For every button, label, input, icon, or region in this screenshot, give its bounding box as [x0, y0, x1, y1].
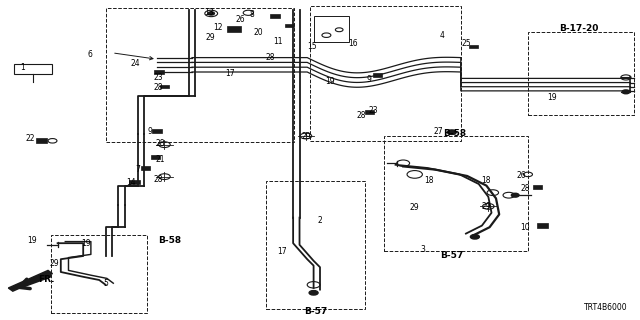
Text: 19: 19 [81, 239, 92, 248]
Text: 17: 17 [225, 69, 236, 78]
Bar [51, 235, 147, 313]
Text: 19: 19 [325, 77, 335, 86]
Circle shape [208, 12, 214, 15]
Text: FR.: FR. [38, 275, 55, 284]
Bar [528, 32, 634, 115]
Text: 12: 12 [213, 23, 222, 32]
Text: 23: 23 [154, 73, 164, 82]
Text: 16: 16 [348, 39, 358, 48]
Text: 1: 1 [20, 63, 26, 72]
Text: 19: 19 [27, 236, 37, 245]
Text: 9: 9 [148, 127, 153, 136]
Bar [154, 70, 164, 74]
Text: 5: 5 [103, 279, 108, 288]
Text: 7: 7 [135, 165, 140, 174]
Bar [106, 8, 294, 142]
Text: 19: 19 [547, 93, 557, 102]
Text: 14: 14 [125, 178, 136, 187]
Text: 3: 3 [420, 245, 425, 254]
Text: 28: 28 [154, 175, 163, 184]
Bar [141, 166, 150, 170]
Bar [14, 64, 52, 74]
Bar [270, 14, 280, 18]
Bar [227, 26, 241, 32]
Circle shape [309, 291, 318, 295]
Circle shape [470, 235, 479, 239]
Bar [314, 16, 349, 42]
Polygon shape [8, 270, 52, 291]
Text: 29: 29 [481, 202, 492, 211]
Text: 4: 4 [439, 31, 444, 40]
Bar [365, 110, 374, 114]
Text: 29: 29 [49, 260, 60, 268]
Bar [310, 6, 461, 141]
Text: 26: 26 [236, 15, 246, 24]
Text: B-17-20: B-17-20 [559, 24, 599, 33]
Text: 21: 21 [156, 156, 164, 164]
Text: 27: 27 [433, 127, 444, 136]
Bar [152, 129, 162, 133]
Circle shape [447, 130, 456, 134]
Bar [533, 185, 542, 189]
Circle shape [622, 90, 630, 94]
Text: 10: 10 [520, 223, 530, 232]
Text: 15: 15 [307, 42, 317, 51]
Text: 28: 28 [266, 53, 275, 62]
Text: 23: 23 [369, 106, 379, 115]
Text: 17: 17 [276, 247, 287, 256]
Bar [129, 180, 140, 184]
Bar [537, 223, 548, 228]
Text: 29: 29 [410, 203, 420, 212]
Text: 28: 28 [154, 83, 163, 92]
Text: 28: 28 [156, 140, 164, 148]
Text: 22: 22 [26, 134, 35, 143]
Text: B-58: B-58 [158, 236, 181, 245]
Circle shape [511, 193, 519, 197]
Text: 18: 18 [424, 176, 433, 185]
Bar [266, 181, 365, 309]
Text: 2: 2 [317, 216, 323, 225]
Text: 29: 29 [301, 132, 311, 141]
Text: 8: 8 [249, 10, 254, 19]
Text: B-57: B-57 [440, 252, 463, 260]
Text: 24: 24 [131, 60, 141, 68]
Text: 20: 20 [253, 28, 264, 37]
Bar [151, 155, 160, 159]
Text: 26: 26 [516, 172, 527, 180]
Text: 29: 29 [205, 33, 216, 42]
Text: 28: 28 [520, 184, 529, 193]
Bar [285, 24, 294, 28]
Text: 28: 28 [357, 111, 366, 120]
Bar [36, 139, 47, 143]
Text: 6: 6 [87, 50, 92, 59]
Text: TRT4B6000: TRT4B6000 [584, 303, 627, 312]
Text: B-57: B-57 [304, 308, 327, 316]
Bar [160, 84, 169, 88]
Text: 13: 13 [204, 8, 214, 17]
Text: 18: 18 [482, 176, 491, 185]
Text: B-58: B-58 [443, 129, 466, 138]
Text: 25: 25 [461, 39, 471, 48]
Bar [469, 44, 478, 48]
Bar [384, 136, 528, 251]
Text: 9: 9 [366, 76, 371, 84]
Bar [373, 73, 382, 77]
Text: 11: 11 [274, 37, 283, 46]
